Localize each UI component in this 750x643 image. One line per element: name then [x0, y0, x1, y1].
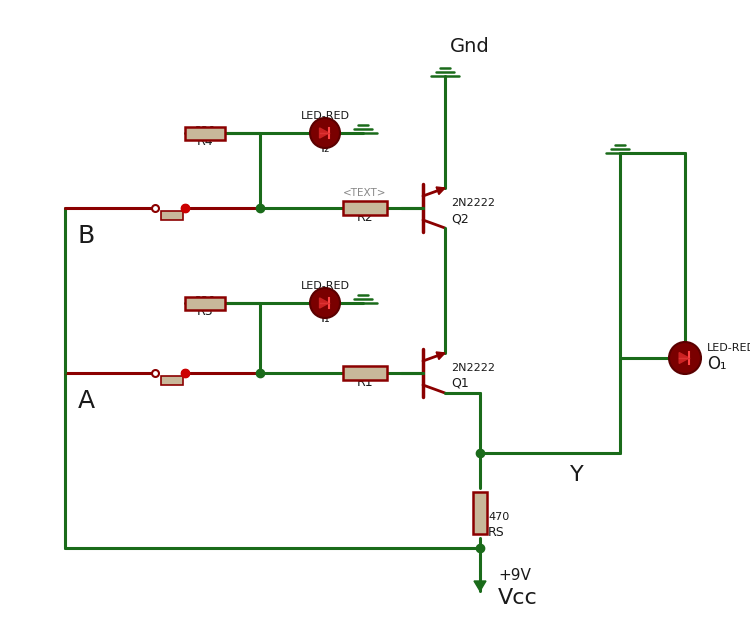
Text: Q1: Q1	[451, 377, 469, 390]
Polygon shape	[436, 187, 445, 194]
Polygon shape	[320, 298, 329, 308]
Text: 2N2222: 2N2222	[451, 363, 495, 373]
Text: RS: RS	[488, 526, 505, 539]
Bar	[185, 127, 225, 140]
Text: 470: 470	[488, 512, 509, 522]
Text: 220: 220	[194, 296, 216, 306]
Text: A: A	[78, 389, 95, 413]
Text: LED-RED: LED-RED	[301, 111, 350, 121]
Text: R4: R4	[196, 135, 213, 148]
Polygon shape	[474, 581, 486, 591]
Text: R2: R2	[357, 211, 374, 224]
Text: 220: 220	[194, 126, 216, 136]
Bar	[343, 201, 387, 215]
Text: Q2: Q2	[451, 212, 469, 225]
Text: <TEXT>: <TEXT>	[344, 188, 387, 198]
Text: 10k: 10k	[355, 366, 375, 376]
Circle shape	[310, 118, 340, 148]
Text: +9V: +9V	[498, 568, 531, 583]
Text: I₁: I₁	[320, 311, 330, 325]
Polygon shape	[680, 352, 689, 363]
Text: 10k: 10k	[355, 201, 375, 211]
Text: B: B	[78, 224, 95, 248]
Polygon shape	[436, 352, 445, 359]
Text: R1: R1	[357, 376, 374, 389]
Bar	[161, 376, 183, 385]
Text: Gnd: Gnd	[450, 37, 490, 55]
Circle shape	[669, 342, 701, 374]
Bar	[343, 366, 387, 380]
Text: Vcc: Vcc	[498, 588, 538, 608]
Circle shape	[310, 288, 340, 318]
Text: 2N2222: 2N2222	[451, 198, 495, 208]
Text: LED-RED: LED-RED	[707, 343, 750, 353]
Text: Y: Y	[570, 465, 584, 485]
Bar	[161, 211, 183, 220]
Text: LED-RED: LED-RED	[301, 281, 350, 291]
Text: O₁: O₁	[707, 355, 727, 373]
Text: I₂: I₂	[320, 141, 330, 155]
Polygon shape	[320, 128, 329, 138]
Bar	[185, 296, 225, 309]
Text: R3: R3	[196, 305, 213, 318]
Bar	[473, 492, 487, 534]
